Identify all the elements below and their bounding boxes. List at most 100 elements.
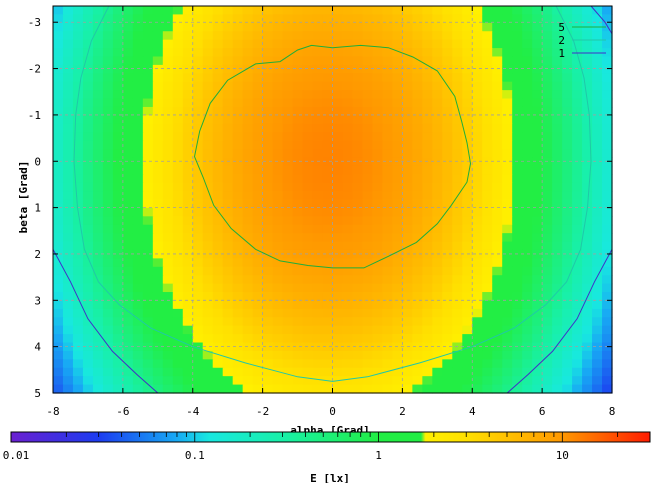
- heat-cell: [432, 207, 443, 217]
- heat-cell: [102, 64, 114, 74]
- heat-cell: [492, 56, 503, 66]
- heat-cell: [192, 140, 204, 150]
- heat-cell: [312, 115, 324, 125]
- heat-cell: [162, 31, 174, 41]
- heat-cell: [422, 224, 433, 234]
- heat-cell: [352, 308, 364, 318]
- heat-cell: [252, 191, 264, 201]
- heat-cell: [112, 275, 124, 285]
- heat-cell: [322, 115, 334, 125]
- heat-cell: [512, 258, 523, 268]
- heat-cell: [252, 132, 264, 142]
- heat-cell: [352, 350, 364, 360]
- heat-cell: [152, 258, 164, 268]
- heat-cell: [542, 233, 553, 243]
- heat-cell: [172, 317, 184, 327]
- heat-cell: [562, 157, 573, 167]
- heat-cell: [272, 64, 284, 74]
- heat-cell: [312, 241, 324, 251]
- heat-cell: [452, 325, 463, 335]
- heat-cell: [272, 376, 284, 386]
- heat-cell: [82, 64, 94, 74]
- heat-cell: [542, 283, 553, 293]
- heat-cell: [502, 350, 513, 360]
- heat-cell: [162, 367, 174, 377]
- heat-cell: [122, 334, 134, 344]
- heat-cell: [402, 376, 413, 386]
- heat-cell: [162, 199, 174, 209]
- heat-cell: [552, 39, 563, 49]
- heat-cell: [102, 317, 114, 327]
- heat-cell: [192, 233, 204, 243]
- heat-cell: [442, 106, 453, 116]
- heat-cell: [62, 174, 74, 184]
- heat-cell: [492, 165, 503, 175]
- heat-cell: [152, 376, 164, 386]
- heat-cell: [242, 165, 254, 175]
- heat-cell: [372, 90, 384, 100]
- heat-cell: [602, 376, 613, 386]
- heat-cell: [62, 115, 74, 125]
- heat-cell: [182, 48, 194, 58]
- heat-cell: [242, 266, 254, 276]
- heat-cell: [232, 22, 244, 32]
- heat-cell: [422, 191, 433, 201]
- heat-cell: [232, 157, 244, 167]
- heat-cell: [132, 6, 144, 16]
- heat-cell: [222, 182, 234, 192]
- heat-cell: [512, 39, 523, 49]
- heat-cell: [272, 283, 284, 293]
- heat-cell: [262, 384, 274, 394]
- heat-cell: [562, 300, 573, 310]
- heat-cell: [112, 308, 124, 318]
- heat-cell: [432, 106, 443, 116]
- contour-line-1: [506, 249, 613, 394]
- heat-cell: [412, 376, 423, 386]
- heat-cell: [232, 191, 244, 201]
- heat-cell: [132, 350, 144, 360]
- heat-cell: [602, 317, 613, 327]
- heat-cell: [402, 115, 413, 125]
- heat-cell: [232, 367, 244, 377]
- heat-cell: [162, 56, 174, 66]
- heat-cell: [62, 73, 74, 83]
- heat-cell: [592, 367, 603, 377]
- heat-cell: [562, 90, 573, 100]
- heat-cell: [302, 140, 314, 150]
- heat-cell: [372, 249, 384, 259]
- heat-cell: [572, 149, 583, 159]
- x-tick-label: -6: [116, 405, 129, 418]
- heat-cell: [212, 165, 224, 175]
- heat-cell: [132, 48, 144, 58]
- heat-cell: [392, 140, 403, 150]
- heat-cell: [442, 376, 453, 386]
- heat-cell: [62, 106, 74, 116]
- heat-cell: [322, 73, 334, 83]
- heat-cell: [242, 140, 254, 150]
- heat-cell: [72, 140, 84, 150]
- heat-cell: [112, 266, 124, 276]
- heat-cell: [212, 308, 224, 318]
- heat-cell: [212, 283, 224, 293]
- heat-cell: [422, 216, 433, 226]
- heat-cell: [272, 106, 284, 116]
- heat-cell: [522, 6, 533, 16]
- heat-cell: [252, 98, 264, 108]
- heat-cell: [332, 224, 344, 234]
- heat-cell: [512, 359, 523, 369]
- heat-cell: [342, 98, 354, 108]
- heat-cell: [332, 317, 344, 327]
- heat-cell: [562, 292, 573, 302]
- heat-cell: [542, 216, 553, 226]
- heat-cell: [382, 367, 393, 377]
- heat-cell: [302, 359, 314, 369]
- heat-cell: [572, 384, 583, 394]
- heat-cell: [542, 241, 553, 251]
- heat-cell: [602, 191, 613, 201]
- heat-cell: [152, 300, 164, 310]
- heat-cell: [532, 359, 543, 369]
- heat-cell: [242, 258, 254, 268]
- heat-cell: [362, 300, 374, 310]
- heat-cell: [222, 376, 234, 386]
- heat-cell: [82, 90, 94, 100]
